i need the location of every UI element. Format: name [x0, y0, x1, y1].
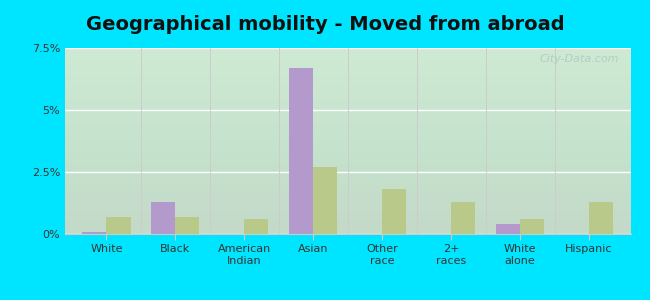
Bar [496, 224, 520, 234]
Bar [151, 202, 176, 234]
Text: Geographical mobility - Moved from abroad: Geographical mobility - Moved from abroa… [86, 15, 564, 34]
Bar [289, 68, 313, 234]
Bar [244, 219, 268, 234]
Bar [107, 217, 131, 234]
Bar [382, 189, 406, 234]
Bar [313, 167, 337, 234]
Bar [589, 202, 613, 234]
Bar [83, 232, 107, 234]
Bar [520, 219, 544, 234]
Text: City-Data.com: City-Data.com [540, 54, 619, 64]
Bar [451, 202, 475, 234]
Bar [176, 217, 200, 234]
